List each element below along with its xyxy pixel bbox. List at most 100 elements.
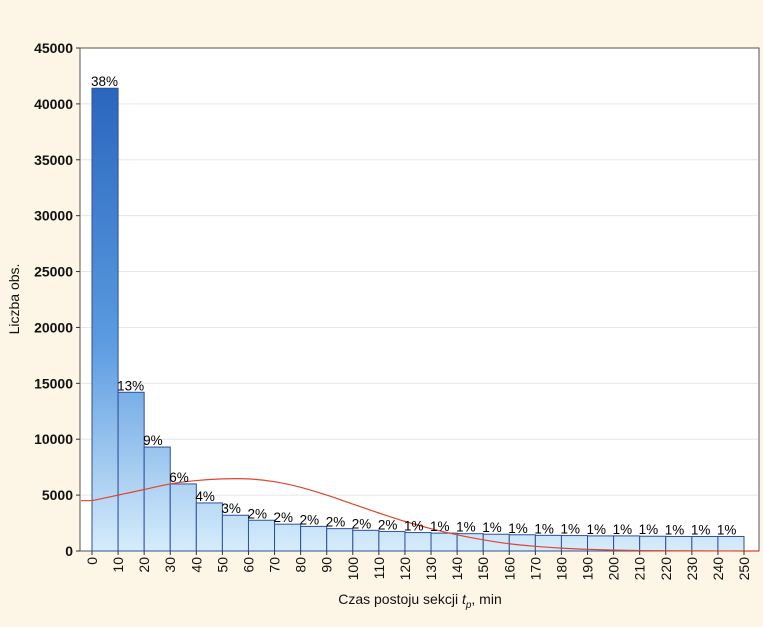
bar-percent-label: 6% — [169, 470, 189, 485]
x-tick-label: 70 — [267, 557, 283, 573]
bar-percent-label: 1% — [639, 522, 659, 537]
bar-percent-label: 1% — [613, 522, 633, 537]
bar-percent-label: 2% — [352, 516, 372, 531]
bar-percent-label: 4% — [195, 489, 215, 504]
histogram-bar — [482, 533, 510, 552]
y-tick-label: 0 — [65, 543, 73, 559]
histogram-bar — [587, 535, 615, 552]
histogram-bar — [143, 446, 171, 552]
y-tick-label: 45000 — [34, 40, 73, 56]
bar-percent-label: 1% — [430, 519, 450, 534]
data-labels: 38% 13% 9% 6% 4% 3% 2% 2% 2% 2% 2% 2% 1% 1% 1% 1% 1% 1% 1%… — [91, 74, 736, 537]
x-tick-label: 100 — [345, 557, 361, 581]
bar-percent-label: 1% — [456, 520, 476, 535]
histogram-bar — [91, 87, 119, 552]
x-tick-label: 140 — [449, 557, 465, 581]
bar-percent-label: 2% — [326, 515, 346, 530]
x-axis-title-prefix: Czas postoju sekcji — [338, 591, 462, 607]
x-tick-label: 250 — [736, 557, 752, 581]
histogram-bar — [378, 530, 406, 552]
y-tick-label: 10000 — [34, 431, 73, 447]
x-axis-title-suffix: , min — [471, 591, 501, 607]
bar-percent-label: 1% — [691, 522, 711, 537]
histogram-bar — [456, 533, 484, 552]
histogram-bar — [300, 525, 328, 552]
x-axis-title: Czas postoju sekcji tp, min — [338, 591, 502, 611]
bar-percent-label: 3% — [221, 501, 241, 516]
histogram-bar — [117, 391, 145, 552]
y-tick-label: 25000 — [34, 264, 73, 280]
x-tick-label: 60 — [240, 557, 256, 573]
x-tick-label: 80 — [293, 557, 309, 573]
bar-percent-label: 2% — [378, 517, 398, 532]
plot-area — [79, 47, 760, 552]
y-tick-label: 20000 — [34, 319, 73, 335]
x-tick-label: 210 — [632, 557, 648, 581]
x-tick-label: 120 — [397, 557, 413, 581]
bar-percent-label: 38% — [91, 74, 118, 89]
bar-percent-label: 2% — [274, 510, 294, 525]
x-axis-ticks: 0 10 20 30 40 50 60 70 80 90 100 110 120 130 140 150 160… — [84, 551, 752, 580]
bar-percent-label: 1% — [534, 521, 554, 536]
y-tick-label: 5000 — [42, 487, 73, 503]
histogram-bar — [247, 519, 276, 552]
x-tick-label: 200 — [606, 557, 622, 581]
x-axis-title-var: t — [462, 591, 467, 607]
histogram-bar — [221, 514, 249, 552]
histogram-bar — [717, 535, 745, 552]
bar-percent-label: 1% — [665, 522, 685, 537]
y-axis-ticks: 0 5000 10000 15000 20000 25000 30000 35000 40000… — [34, 40, 80, 559]
y-tick-label: 30000 — [34, 208, 73, 224]
x-tick-label: 150 — [475, 557, 491, 581]
x-tick-label: 160 — [501, 557, 517, 581]
x-tick-label: 0 — [84, 557, 100, 565]
bar-percent-label: 1% — [587, 522, 607, 537]
histogram-bar — [613, 535, 641, 552]
x-tick-label: 50 — [214, 557, 230, 573]
x-tick-label: 10 — [110, 557, 126, 573]
bar-percent-label: 1% — [482, 520, 502, 535]
histogram-bar — [534, 534, 562, 552]
x-tick-label: 40 — [188, 557, 204, 573]
histogram-bar — [665, 535, 693, 552]
x-tick-label: 30 — [162, 557, 178, 573]
x-tick-label: 20 — [136, 557, 152, 573]
x-axis-title-sub: p — [465, 600, 472, 611]
histogram-bar — [508, 534, 536, 552]
bar-percent-label: 1% — [717, 522, 737, 537]
x-tick-label: 170 — [527, 557, 543, 581]
histogram-bar — [691, 535, 719, 552]
histogram-bar — [430, 532, 458, 552]
bar-percent-label: 9% — [143, 433, 163, 448]
histogram-bar — [195, 502, 223, 552]
bar-percent-label: 13% — [117, 378, 144, 393]
x-tick-label: 90 — [319, 557, 335, 573]
histogram-bar — [274, 523, 302, 552]
x-tick-label: 220 — [658, 557, 674, 581]
histogram-bar — [639, 535, 667, 552]
y-tick-label: 35000 — [34, 152, 73, 168]
y-tick-label: 40000 — [34, 96, 73, 112]
bar-percent-label: 2% — [247, 506, 267, 521]
x-tick-label: 230 — [684, 557, 700, 581]
bars — [91, 87, 745, 552]
histogram-bar — [404, 532, 432, 552]
histogram-bar — [326, 528, 354, 552]
y-axis-title: Liczba obs. — [6, 264, 22, 335]
x-tick-label: 130 — [423, 557, 439, 581]
histogram-bar — [352, 529, 380, 552]
bar-percent-label: 1% — [404, 519, 424, 534]
x-tick-label: 180 — [553, 557, 569, 581]
bar-percent-label: 1% — [508, 521, 528, 536]
x-tick-label: 190 — [580, 557, 596, 581]
normal-fit-curve — [81, 478, 758, 552]
x-tick-label: 240 — [710, 557, 726, 581]
bar-percent-label: 1% — [560, 522, 580, 537]
histogram-bar — [169, 483, 197, 552]
fit-curve — [81, 478, 758, 552]
bar-percent-label: 2% — [300, 512, 320, 527]
y-tick-label: 15000 — [34, 375, 73, 391]
x-tick-label: 110 — [371, 557, 387, 580]
